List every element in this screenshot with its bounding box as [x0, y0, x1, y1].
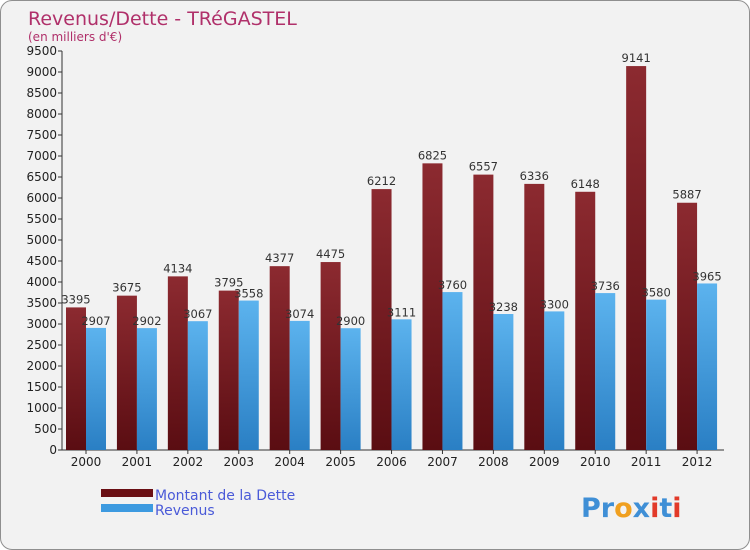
bar-dette	[269, 266, 290, 450]
bar-revenus	[187, 321, 208, 450]
y-tick-label: 5000	[26, 233, 57, 247]
bar-revenus	[493, 314, 514, 450]
legend-label-revenus: Revenus	[155, 503, 215, 519]
y-tick-label: 3000	[26, 317, 57, 331]
bars-group	[66, 66, 718, 450]
x-tick-label: 2001	[122, 455, 153, 469]
y-tick-label: 1500	[26, 380, 57, 394]
bar-dette	[422, 163, 443, 450]
data-label-dette: 4377	[265, 251, 294, 265]
data-label-revenus: 3111	[387, 305, 416, 319]
data-label-dette: 6557	[469, 160, 498, 174]
bar-dette	[167, 276, 188, 450]
x-tick-label: 2010	[580, 455, 611, 469]
legend: Montant de la Dette Revenus	[101, 488, 295, 519]
data-label-revenus: 3300	[540, 297, 569, 311]
y-tick-label: 5500	[26, 212, 57, 226]
bar-revenus	[442, 292, 463, 450]
bar-revenus	[646, 299, 667, 450]
data-label-dette: 6336	[520, 169, 549, 183]
data-label-revenus: 3580	[642, 286, 671, 300]
y-tick-label: 1000	[26, 401, 57, 415]
bar-dette	[524, 183, 545, 450]
data-label-revenus: 2907	[81, 314, 110, 328]
bar-revenus	[595, 293, 616, 450]
data-label-dette: 3795	[214, 276, 243, 290]
bar-dette	[575, 191, 596, 450]
bar-revenus	[136, 328, 157, 450]
proxiti-logo: Proxiti	[581, 493, 682, 524]
bar-revenus	[697, 283, 718, 450]
data-label-revenus: 3736	[591, 279, 620, 293]
bar-revenus	[289, 320, 310, 450]
data-label-dette: 6212	[367, 174, 396, 188]
x-tick-label: 2009	[529, 455, 560, 469]
x-tick-label: 2012	[682, 455, 713, 469]
x-tick-label: 2008	[478, 455, 509, 469]
bar-revenus	[238, 300, 259, 450]
chart-title: Revenus/Dette - TRéGASTEL	[28, 8, 297, 30]
x-tick-label: 2000	[71, 455, 102, 469]
legend-label-debt: Montant de la Dette	[155, 488, 295, 504]
y-tick-label: 3500	[26, 296, 57, 310]
bar-dette	[116, 295, 137, 450]
bar-revenus	[86, 327, 106, 450]
y-tick-label: 9000	[26, 65, 57, 79]
x-tick-label: 2002	[173, 455, 204, 469]
legend-swatch-revenus	[101, 504, 153, 512]
y-tick-label: 7500	[26, 128, 57, 142]
data-label-revenus: 3760	[438, 278, 467, 292]
x-tick-label: 2003	[223, 455, 254, 469]
bar-dette	[218, 290, 239, 450]
bar-revenus	[544, 311, 565, 450]
y-tick-label: 7000	[26, 149, 57, 163]
data-label-revenus: 3965	[692, 269, 721, 283]
y-tick-label: 6500	[26, 170, 57, 184]
y-tick-label: 500	[34, 422, 57, 436]
bar-dette	[66, 307, 86, 450]
y-tick-label: 8000	[26, 107, 57, 121]
bar-dette	[371, 189, 392, 450]
x-tick-label: 2004	[274, 455, 305, 469]
data-label-revenus: 3074	[285, 307, 314, 321]
bar-revenus	[340, 328, 361, 450]
y-tick-label: 0	[49, 443, 57, 457]
y-tick-label: 8500	[26, 86, 57, 100]
bar-revenus	[391, 319, 412, 450]
x-tick-label: 2007	[427, 455, 458, 469]
y-tick-label: 2500	[26, 338, 57, 352]
x-tick-label: 2005	[325, 455, 356, 469]
data-label-dette: 3675	[112, 281, 141, 295]
data-label-dette: 5887	[672, 188, 701, 202]
data-label-dette: 6148	[571, 177, 600, 191]
bar-dette	[473, 174, 494, 450]
y-tick-label: 6000	[26, 191, 57, 205]
chart-subtitle: (en milliers d'€)	[28, 30, 122, 44]
data-label-revenus: 3558	[234, 287, 263, 301]
bar-dette	[626, 66, 647, 450]
bar-dette	[677, 202, 698, 450]
data-label-dette: 4134	[163, 261, 192, 275]
bar-dette	[320, 262, 341, 450]
y-tick-label: 2000	[26, 359, 57, 373]
data-label-dette: 4475	[316, 247, 345, 261]
legend-swatch-debt	[101, 489, 153, 497]
y-tick-label: 9500	[26, 44, 57, 58]
data-label-revenus: 2902	[132, 314, 161, 328]
x-tick-label: 2011	[631, 455, 662, 469]
data-label-revenus: 3238	[489, 300, 518, 314]
axes: 0 500 1000 1500 2000 2500 3000 3500 4000 4500 5000…	[26, 44, 724, 469]
y-tick-label: 4500	[26, 254, 57, 268]
y-tick-label: 4000	[26, 275, 57, 289]
data-label-dette: 3395	[61, 292, 90, 306]
x-tick-label: 2006	[376, 455, 407, 469]
data-label-dette: 6825	[418, 148, 447, 162]
data-label-revenus: 3067	[183, 307, 212, 321]
data-label-dette: 9141	[622, 51, 651, 65]
data-label-revenus: 2900	[336, 314, 365, 328]
